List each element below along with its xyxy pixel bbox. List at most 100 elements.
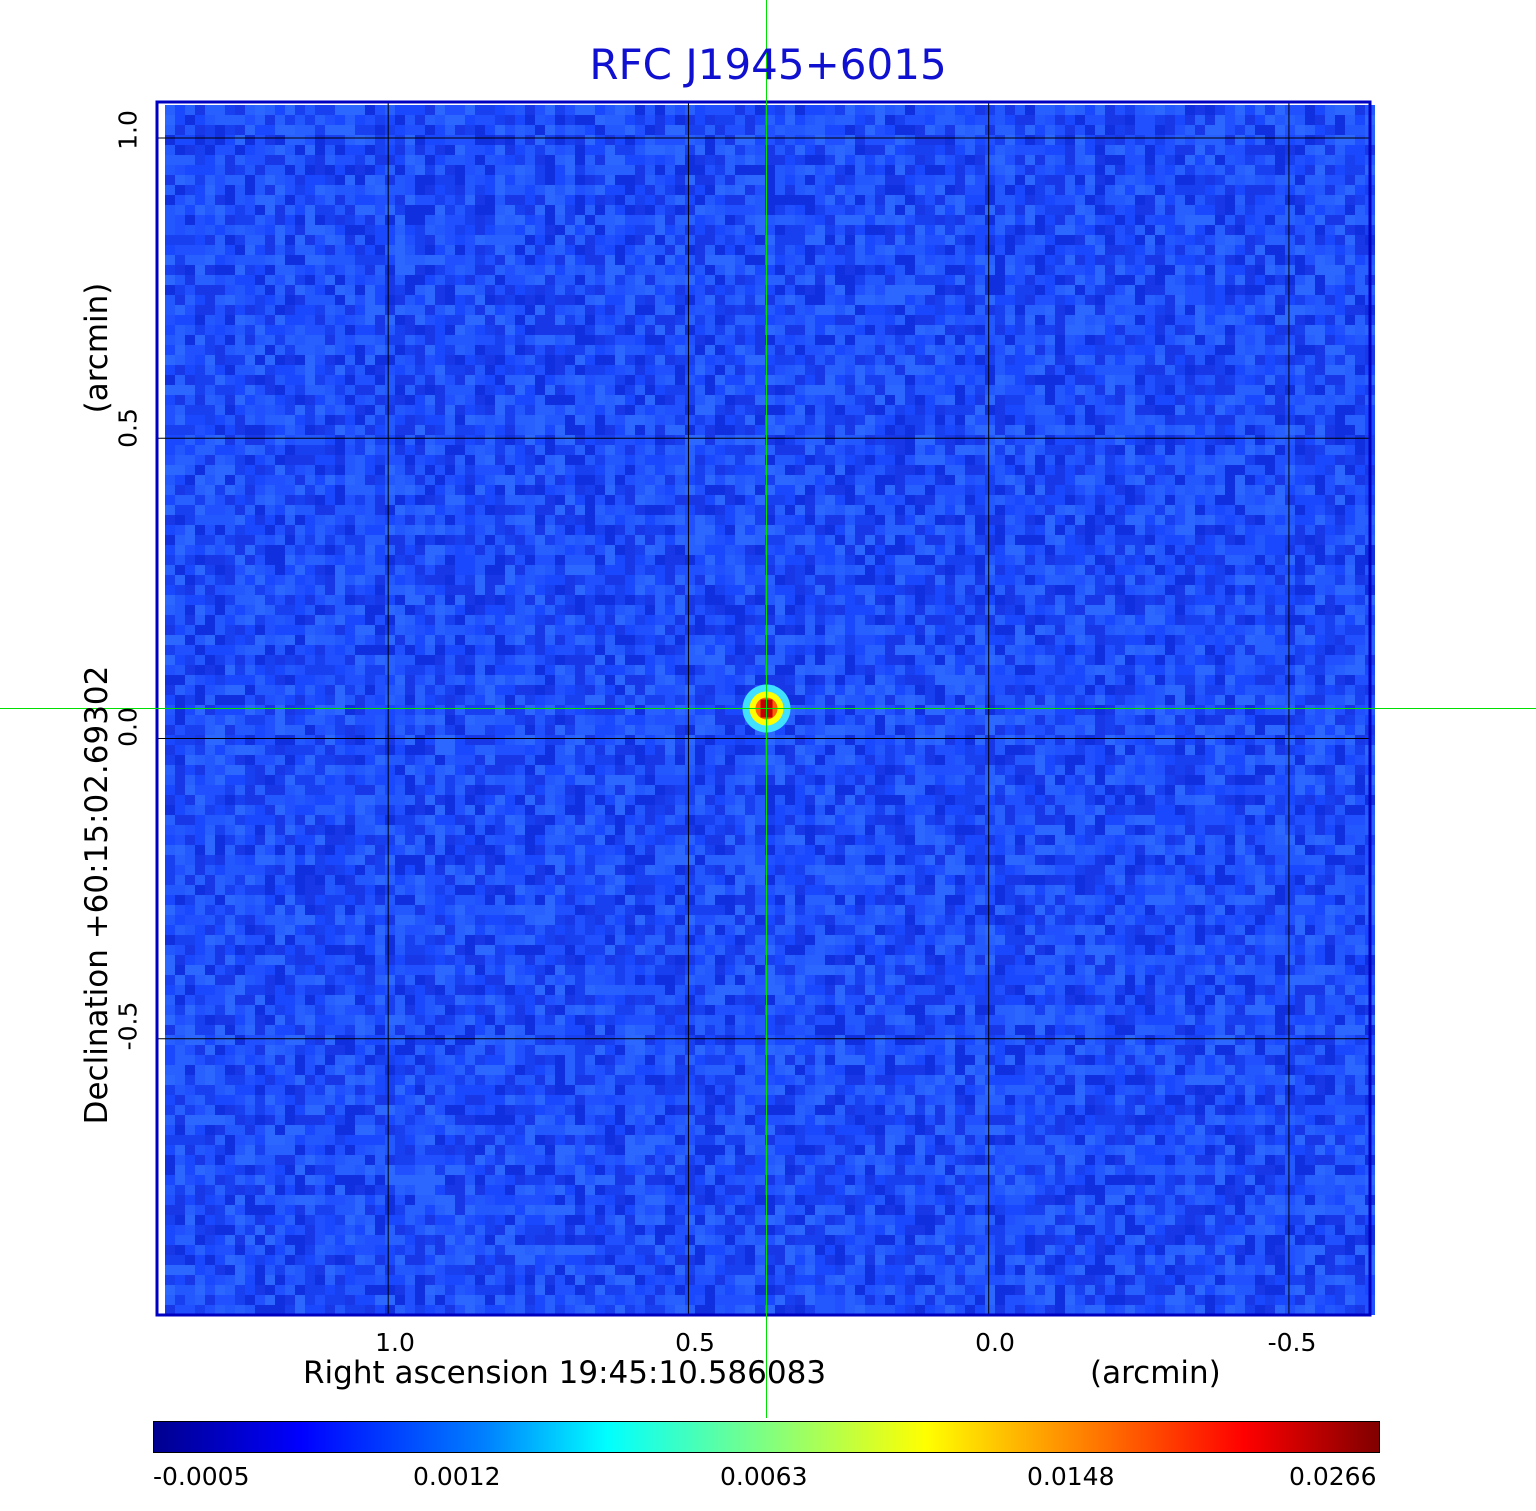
heatmap-cell: [1285, 205, 1295, 215]
heatmap-cell: [1345, 335, 1355, 345]
heatmap-cell: [625, 485, 635, 495]
heatmap-cell: [615, 365, 625, 375]
heatmap-cell: [1035, 345, 1045, 355]
heatmap-cell: [1115, 185, 1125, 195]
heatmap-cell: [335, 285, 345, 295]
heatmap-cell: [675, 475, 685, 485]
heatmap-cell: [1135, 415, 1145, 425]
heatmap-cell: [1275, 295, 1285, 305]
heatmap-cell: [785, 345, 795, 355]
heatmap-cell: [1255, 165, 1265, 175]
heatmap-cell: [805, 435, 815, 445]
heatmap-cell: [865, 255, 875, 265]
heatmap-cell: [295, 365, 305, 375]
heatmap-cell: [735, 265, 745, 275]
heatmap-cell: [1215, 255, 1225, 265]
heatmap-cell: [1085, 265, 1095, 275]
heatmap-cell: [425, 275, 435, 285]
heatmap-cell: [905, 495, 915, 505]
heatmap-cell: [1145, 185, 1155, 195]
heatmap-cell: [895, 405, 905, 415]
heatmap-cell: [905, 195, 915, 205]
heatmap-cell: [1225, 135, 1235, 145]
heatmap-cell: [1325, 465, 1335, 475]
heatmap-cell: [395, 275, 405, 285]
heatmap-cell: [685, 115, 695, 125]
heatmap-cell: [655, 355, 665, 365]
heatmap-cell: [1295, 385, 1305, 395]
heatmap-cell: [1335, 505, 1345, 515]
heatmap-cell: [495, 475, 505, 485]
heatmap-cell: [915, 485, 925, 495]
heatmap-cell: [465, 355, 475, 365]
heatmap-cell: [745, 245, 755, 255]
heatmap-cell: [1175, 455, 1185, 465]
heatmap-cell: [235, 285, 245, 295]
heatmap-cell: [1135, 365, 1145, 375]
heatmap-cell: [1275, 405, 1285, 415]
heatmap-cell: [755, 475, 765, 485]
heatmap-cell: [865, 355, 875, 365]
heatmap-cell: [1225, 265, 1235, 275]
heatmap-cell: [885, 265, 895, 275]
heatmap-cell: [965, 385, 975, 395]
heatmap-cell: [1095, 295, 1105, 305]
heatmap-cell: [755, 375, 765, 385]
heatmap-cell: [485, 215, 495, 225]
heatmap-cell: [495, 205, 505, 215]
heatmap-cell: [435, 415, 445, 425]
heatmap-cell: [605, 295, 615, 305]
heatmap-cell: [275, 405, 285, 415]
heatmap-cell: [385, 255, 395, 265]
heatmap-cell: [485, 445, 495, 455]
heatmap-cell: [795, 445, 805, 455]
heatmap-cell: [185, 405, 195, 415]
heatmap-cell: [985, 225, 995, 235]
heatmap-cell: [1105, 395, 1115, 405]
heatmap-cell: [605, 405, 615, 415]
heatmap-cell: [425, 415, 435, 425]
heatmap-cell: [655, 165, 665, 175]
heatmap-cell: [385, 375, 395, 385]
heatmap-cell: [295, 465, 305, 475]
heatmap-cell: [835, 405, 845, 415]
heatmap-cell: [1075, 395, 1085, 405]
heatmap-cell: [895, 335, 905, 345]
heatmap-cell: [885, 275, 895, 285]
heatmap-cell: [1125, 105, 1135, 115]
heatmap-cell: [1015, 455, 1025, 465]
heatmap-cell: [815, 495, 825, 505]
heatmap-cell: [595, 495, 605, 505]
heatmap-cell: [605, 365, 615, 375]
heatmap-cell: [605, 475, 615, 485]
heatmap-cell: [485, 435, 495, 445]
heatmap-cell: [625, 205, 635, 215]
heatmap-cell: [435, 195, 445, 205]
heatmap-cell: [1265, 465, 1275, 475]
heatmap-cell: [565, 425, 575, 435]
heatmap-cell: [205, 235, 215, 245]
heatmap-cell: [995, 265, 1005, 275]
heatmap-cell: [705, 175, 715, 185]
heatmap-cell: [1325, 475, 1335, 485]
heatmap-cell: [1095, 205, 1105, 215]
heatmap-cell: [1165, 275, 1175, 285]
heatmap-cell: [485, 385, 495, 395]
heatmap-cell: [1005, 485, 1015, 495]
heatmap-cell: [585, 505, 595, 515]
heatmap-cell: [355, 185, 365, 195]
heatmap-cell: [595, 445, 605, 455]
heatmap-cell: [595, 325, 605, 335]
heatmap-cell: [305, 115, 315, 125]
heatmap-cell: [555, 345, 565, 355]
heatmap-cell: [1335, 455, 1345, 465]
heatmap-cell: [1115, 355, 1125, 365]
heatmap-cell: [765, 415, 775, 425]
heatmap-cell: [315, 175, 325, 185]
heatmap-cell: [895, 485, 905, 495]
heatmap-cell: [655, 285, 665, 295]
heatmap-cell: [1125, 225, 1135, 235]
heatmap-cell: [795, 425, 805, 435]
heatmap-cell: [375, 395, 385, 405]
heatmap-cell: [215, 125, 225, 135]
